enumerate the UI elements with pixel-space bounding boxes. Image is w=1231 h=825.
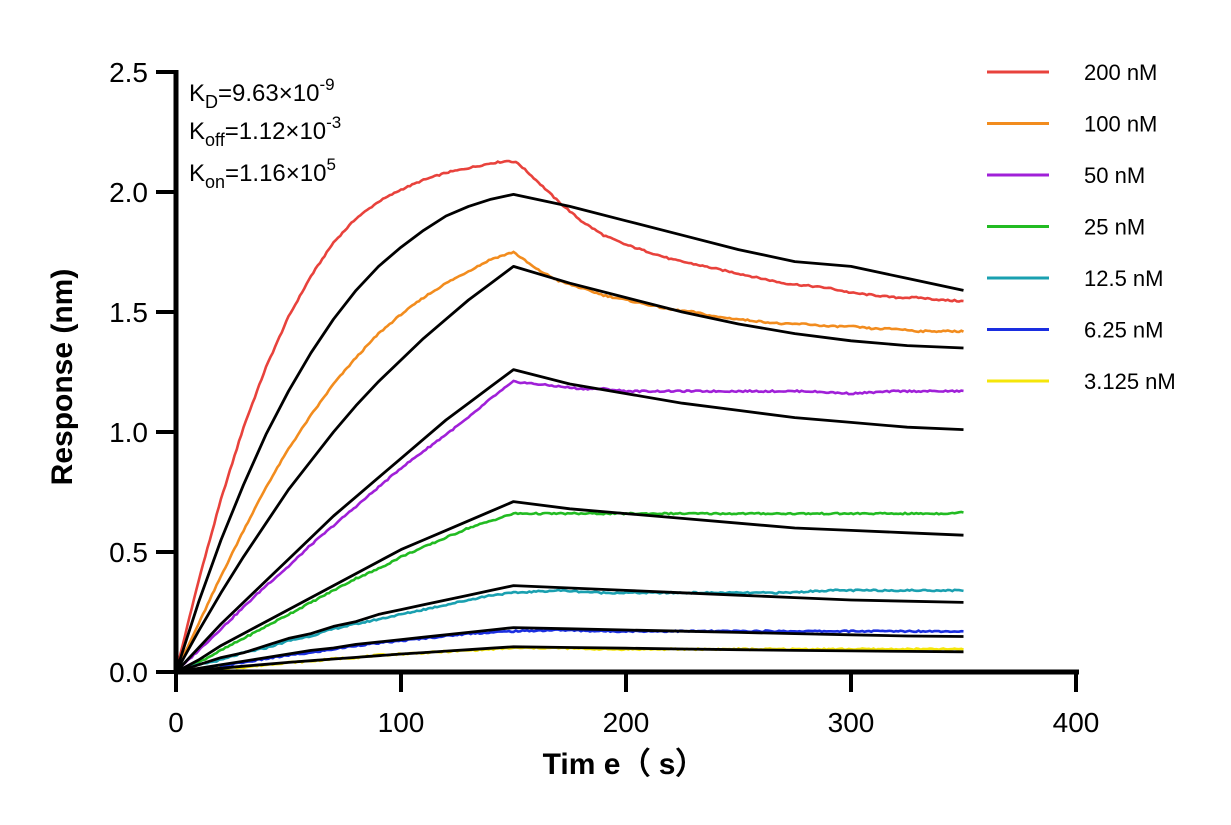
koff-annotation: Koff=1.12×10-3 — [189, 113, 341, 150]
x-tick-label: 100 — [378, 707, 425, 738]
legend-label: 6.25 nM — [1084, 318, 1164, 343]
series-line — [174, 159, 964, 673]
x-tick-label: 300 — [828, 707, 875, 738]
series-line — [174, 250, 965, 673]
fit-line — [175, 584, 964, 674]
y-ticks: 0.0 0.5 1.0 1.5 2.0 2.5 — [109, 57, 176, 688]
y-tick-label: 1.0 — [109, 417, 148, 448]
legend: 200 nM 100 nM 50 nM 25 nM 12.5 nM 6.25 nM 3.12… — [987, 60, 1176, 394]
legend-label: 100 nM — [1084, 112, 1157, 137]
kd-annotation: KD=9.63×10-9 — [189, 75, 335, 112]
legend-label: 200 nM — [1084, 60, 1157, 85]
series-line — [175, 510, 964, 674]
fit-line — [175, 645, 964, 674]
x-tick-label: 0 — [168, 707, 184, 738]
x-ticks: 0 100 200 300 400 — [168, 672, 1099, 738]
y-tick-label: 1.5 — [109, 297, 148, 328]
kon-annotation: Kon=1.16×105 — [189, 155, 336, 192]
y-tick-label: 0.5 — [109, 537, 148, 568]
fit-line — [175, 500, 964, 674]
legend-label: 3.125 nM — [1084, 369, 1176, 394]
series-line — [175, 588, 964, 674]
y-tick-label: 0.0 — [109, 657, 148, 688]
fit-line — [175, 626, 964, 674]
kinetics-annotation: KD=9.63×10-9 Koff=1.12×10-3 Kon=1.16×105 — [189, 75, 341, 192]
x-tick-label: 200 — [603, 707, 650, 738]
series-line — [175, 379, 964, 673]
fit-line — [174, 193, 964, 673]
y-axis-title: Response (nm) — [46, 269, 79, 486]
legend-label: 50 nM — [1084, 163, 1145, 188]
fit-line — [174, 368, 964, 673]
plot-series — [174, 159, 965, 674]
fit-line — [174, 265, 964, 673]
x-tick-label: 400 — [1053, 707, 1100, 738]
y-tick-label: 2.0 — [109, 177, 148, 208]
legend-label: 25 nM — [1084, 215, 1145, 240]
y-tick-label: 2.5 — [109, 57, 148, 88]
x-axis-title: Tim e（ s） — [543, 747, 706, 781]
legend-label: 12.5 nM — [1084, 266, 1164, 291]
